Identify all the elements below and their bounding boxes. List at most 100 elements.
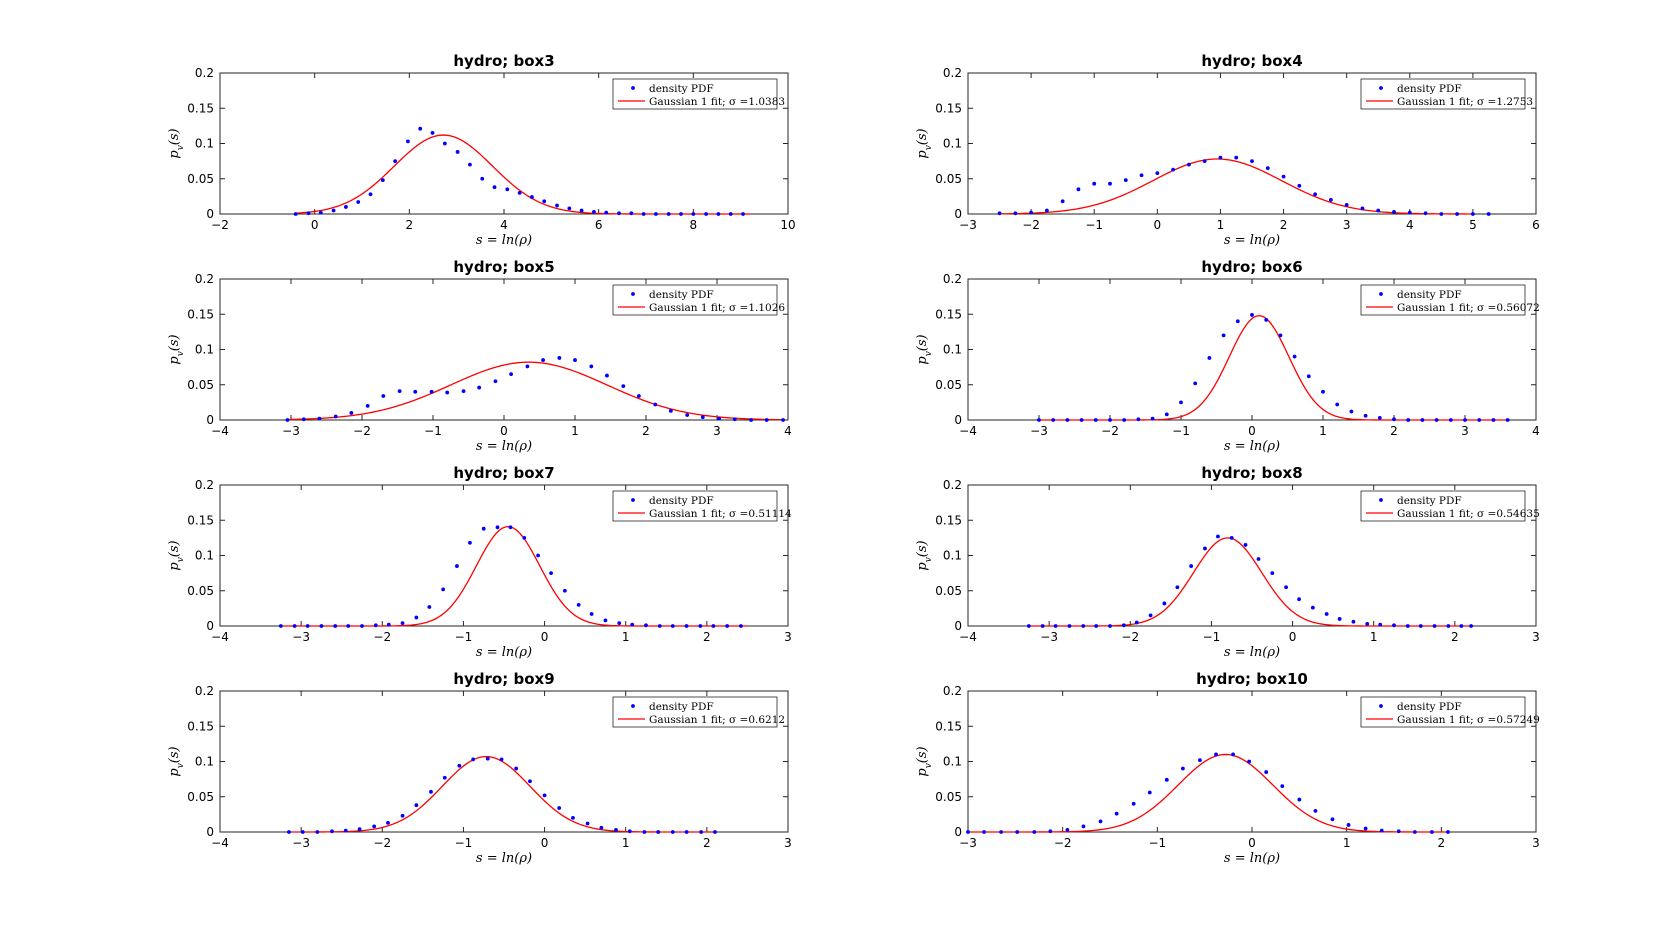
density-pdf-point xyxy=(1026,624,1031,628)
density-pdf-point xyxy=(1092,181,1097,186)
density-pdf-point xyxy=(1044,208,1049,213)
y-tick-label: 0.1 xyxy=(943,343,962,357)
x-axis-label: s = ln(ρ) xyxy=(476,439,532,454)
density-pdf-point xyxy=(629,211,634,216)
density-pdf-point xyxy=(1310,605,1315,610)
subplot-3: hydro; box5 −4 −3 −2 −1 0 1 2 3 4 0 0.05 0.1 0.15 0.2 s… xyxy=(167,258,792,454)
density-pdf-point xyxy=(1216,534,1220,539)
legend-marker-points xyxy=(1379,704,1383,708)
x-tick-label: 1 xyxy=(622,836,630,850)
density-pdf-point xyxy=(1234,155,1239,160)
density-pdf-point xyxy=(1455,212,1460,216)
legend-label-points: density PDF xyxy=(1397,289,1462,301)
density-pdf-point xyxy=(1477,418,1482,422)
density-pdf-point xyxy=(360,624,364,628)
density-pdf-point xyxy=(1147,790,1152,795)
density-pdf-point xyxy=(365,404,370,408)
density-pdf-point xyxy=(666,212,671,216)
density-pdf-point xyxy=(1328,198,1333,202)
gaussian-fit-curve xyxy=(1028,537,1472,627)
density-pdf-point xyxy=(698,624,703,628)
density-pdf-point xyxy=(1313,192,1318,197)
density-pdf-point xyxy=(346,624,351,628)
x-tick-label: 1 xyxy=(1343,836,1351,850)
density-pdf-point xyxy=(599,825,604,830)
density-pdf-point xyxy=(400,813,405,818)
y-axis-label: pv(s) xyxy=(915,746,934,776)
density-pdf-point xyxy=(343,828,348,833)
density-pdf-point xyxy=(1108,418,1112,422)
density-pdf-point xyxy=(305,624,310,628)
density-pdf-point xyxy=(1094,624,1099,628)
y-tick-label: 0.05 xyxy=(935,172,962,186)
density-pdf-point xyxy=(468,162,472,167)
y-tick-label: 0.05 xyxy=(187,790,214,804)
x-axis-label: s = ln(ρ) xyxy=(476,851,532,866)
density-pdf-point xyxy=(1292,354,1297,359)
y-tick-label: 0.1 xyxy=(195,137,214,151)
x-tick-label: −3 xyxy=(292,836,310,850)
density-pdf-point xyxy=(1330,817,1335,822)
x-tick-label: −3 xyxy=(1030,424,1048,438)
density-pdf-point xyxy=(1029,210,1034,215)
y-tick-label: 0.2 xyxy=(195,272,214,286)
subplot-5: hydro; box7 −4 −3 −2 −1 0 1 2 3 0 0.05 0.1 0.15 0.2 s … xyxy=(167,464,792,660)
density-pdf-point xyxy=(455,150,460,154)
density-pdf-point xyxy=(1392,623,1396,628)
density-pdf-point xyxy=(368,192,373,197)
y-tick-label: 0.2 xyxy=(195,66,214,80)
x-tick-label: −1 xyxy=(424,424,442,438)
density-pdf-point xyxy=(621,384,626,389)
density-pdf-point xyxy=(413,389,418,394)
legend-box xyxy=(612,696,778,728)
density-pdf-point xyxy=(380,178,385,183)
density-pdf-point xyxy=(1363,826,1368,831)
density-pdf-point xyxy=(1048,829,1053,834)
density-pdf-point xyxy=(654,212,658,216)
density-pdf-point xyxy=(711,624,716,628)
density-pdf-point xyxy=(442,141,447,146)
density-pdf-point xyxy=(1378,622,1383,627)
legend-marker-points xyxy=(631,86,635,90)
x-tick-label: 4 xyxy=(784,424,792,438)
density-pdf-point xyxy=(485,756,490,761)
x-tick-label: 0 xyxy=(1248,424,1256,438)
density-pdf-point xyxy=(1079,418,1084,422)
density-pdf-point xyxy=(542,793,547,798)
density-pdf-point xyxy=(1264,770,1269,774)
density-pdf-point xyxy=(1148,613,1153,618)
density-pdf-point xyxy=(1349,409,1354,414)
density-pdf-point xyxy=(999,830,1004,834)
density-pdf-point xyxy=(477,385,482,390)
density-pdf-point xyxy=(1162,601,1167,606)
density-pdf-point xyxy=(525,364,530,369)
y-tick-label: 0 xyxy=(954,619,962,633)
density-pdf-point xyxy=(1321,389,1325,394)
density-pdf-point xyxy=(319,624,324,628)
density-pdf-point xyxy=(1448,418,1453,422)
density-pdf-point xyxy=(567,206,572,211)
y-tick-label: 0.2 xyxy=(943,272,962,286)
subplot-title: hydro; box3 xyxy=(453,52,554,70)
density-pdf-point xyxy=(429,389,434,394)
density-pdf-point xyxy=(1418,624,1423,628)
density-pdf-point xyxy=(1122,418,1127,422)
x-tick-label: 5 xyxy=(1469,218,1477,232)
density-pdf-point xyxy=(627,829,632,834)
x-axis-label: s = ln(ρ) xyxy=(1224,851,1280,866)
subplot-2: hydro; box4 −3 −2 −1 0 1 2 3 4 5 6 0 0.05 0.1 0.15 0.2 s… xyxy=(915,52,1540,248)
legend-box xyxy=(612,78,778,110)
density-pdf-point xyxy=(592,209,596,214)
x-tick-label: −1 xyxy=(1148,836,1166,850)
density-pdf-point xyxy=(1065,418,1070,422)
density-pdf-point xyxy=(713,830,717,834)
y-tick-label: 0.2 xyxy=(195,478,214,492)
x-tick-label: 2 xyxy=(703,630,711,644)
density-pdf-point xyxy=(641,212,646,216)
density-pdf-point xyxy=(557,806,562,810)
density-pdf-point xyxy=(381,394,386,398)
density-pdf-point xyxy=(495,525,500,530)
density-pdf-point xyxy=(445,390,450,395)
